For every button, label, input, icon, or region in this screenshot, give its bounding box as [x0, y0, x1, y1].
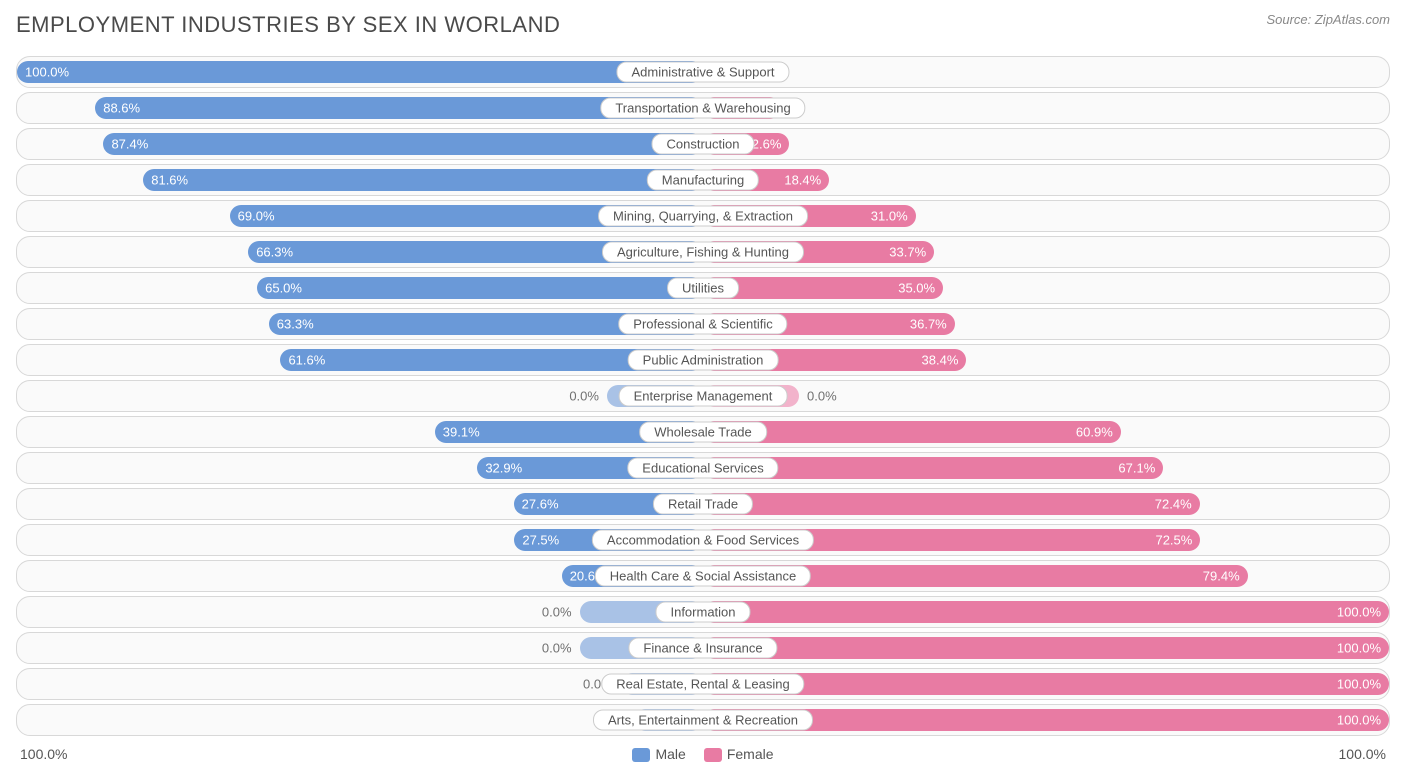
male-bar: 65.0% — [257, 277, 703, 299]
category-label: Agriculture, Fishing & Hunting — [602, 242, 804, 263]
male-pct-label: 27.6% — [522, 497, 559, 512]
category-label: Real Estate, Rental & Leasing — [601, 674, 804, 695]
male-pct-label: 63.3% — [277, 317, 314, 332]
male-bar: 100.0% — [17, 61, 703, 83]
chart-row: 66.3% 33.7% Agriculture, Fishing & Hunting — [16, 236, 1390, 268]
male-pct-label: 88.6% — [103, 101, 140, 116]
female-pct-label: 35.0% — [898, 281, 935, 296]
male-bar: 87.4% — [103, 133, 703, 155]
chart-row: 81.6% 18.4% Manufacturing — [16, 164, 1390, 196]
male-swatch-icon — [632, 748, 650, 762]
category-label: Transportation & Warehousing — [600, 98, 805, 119]
source-attribution: Source: ZipAtlas.com — [1266, 12, 1390, 27]
category-label: Utilities — [667, 278, 739, 299]
chart-row: 27.5% 72.5% Accommodation & Food Services — [16, 524, 1390, 556]
category-label: Retail Trade — [653, 494, 753, 515]
male-pct-label: 39.1% — [443, 425, 480, 440]
chart-row: 88.6%11.4%Transportation & Warehousing — [16, 92, 1390, 124]
category-label: Arts, Entertainment & Recreation — [593, 710, 813, 731]
category-label: Enterprise Management — [619, 386, 788, 407]
category-label: Wholesale Trade — [639, 422, 767, 443]
chart-row: 20.6%79.4%Health Care & Social Assistanc… — [16, 560, 1390, 592]
category-label: Health Care & Social Assistance — [595, 566, 811, 587]
male-pct-label: 61.6% — [288, 353, 325, 368]
chart-row: 61.6% 38.4% Public Administration — [16, 344, 1390, 376]
female-pct-label: 79.4% — [1203, 569, 1240, 584]
category-label: Administrative & Support — [616, 62, 789, 83]
female-pct-label: 36.7% — [910, 317, 947, 332]
male-pct-label: 81.6% — [151, 173, 188, 188]
female-pct-label: 33.7% — [889, 245, 926, 260]
axis-left-label: 100.0% — [20, 746, 67, 762]
chart-row: 100.0%0.0%Administrative & Support — [16, 56, 1390, 88]
legend-female: Female — [704, 746, 774, 762]
female-pct-label: 67.1% — [1118, 461, 1155, 476]
diverging-bar-chart: 100.0%0.0%Administrative & Support88.6%1… — [16, 56, 1390, 736]
legend-female-label: Female — [727, 746, 774, 762]
male-pct-label: 0.0% — [569, 389, 599, 404]
female-pct-label: 72.4% — [1155, 497, 1192, 512]
female-bar: 100.0% — [703, 601, 1389, 623]
x-axis: 100.0% Male Female 100.0% — [16, 740, 1390, 762]
chart-row: 0.0% 0.0% Enterprise Management — [16, 380, 1390, 412]
female-pct-label: 31.0% — [871, 209, 908, 224]
female-pct-label: 38.4% — [922, 353, 959, 368]
legend-male-label: Male — [655, 746, 685, 762]
legend-male: Male — [632, 746, 685, 762]
female-pct-label: 60.9% — [1076, 425, 1113, 440]
category-label: Professional & Scientific — [618, 314, 787, 335]
male-pct-label: 100.0% — [25, 65, 69, 80]
female-pct-label: 100.0% — [1337, 605, 1381, 620]
male-pct-label: 69.0% — [238, 209, 275, 224]
category-label: Information — [655, 602, 750, 623]
female-pct-label: 100.0% — [1337, 713, 1381, 728]
category-label: Manufacturing — [647, 170, 759, 191]
female-pct-label: 18.4% — [784, 173, 821, 188]
category-label: Construction — [652, 134, 755, 155]
male-pct-label: 65.0% — [265, 281, 302, 296]
chart-row: 69.0% 31.0% Mining, Quarrying, & Extractio… — [16, 200, 1390, 232]
female-bar: 100.0% — [703, 637, 1389, 659]
male-pct-label: 0.0% — [542, 641, 572, 656]
male-pct-label: 87.4% — [111, 137, 148, 152]
category-label: Public Administration — [628, 350, 779, 371]
chart-title: EMPLOYMENT INDUSTRIES BY SEX IN WORLAND — [16, 12, 560, 38]
female-pct-label: 100.0% — [1337, 677, 1381, 692]
chart-row: 27.6% 72.4% Retail Trade — [16, 488, 1390, 520]
chart-row: 32.9% 67.1% Educational Services — [16, 452, 1390, 484]
axis-right-label: 100.0% — [1339, 746, 1386, 762]
chart-row: 65.0% 35.0% Utilities — [16, 272, 1390, 304]
female-bar: 72.4% — [703, 493, 1200, 515]
chart-row: 0.0%100.0%Arts, Entertainment & Recreati… — [16, 704, 1390, 736]
male-pct-label: 32.9% — [485, 461, 522, 476]
female-bar: 35.0% — [703, 277, 943, 299]
female-bar: 100.0% — [703, 673, 1389, 695]
category-label: Accommodation & Food Services — [592, 530, 814, 551]
male-pct-label: 66.3% — [256, 245, 293, 260]
category-label: Educational Services — [627, 458, 778, 479]
legend: Male Female — [632, 746, 773, 762]
chart-row: 0.0% 100.0% Finance & Insurance — [16, 632, 1390, 664]
female-swatch-icon — [704, 748, 722, 762]
chart-row: 0.0% 100.0% Information — [16, 596, 1390, 628]
female-pct-label: 0.0% — [807, 389, 837, 404]
male-pct-label: 0.0% — [542, 605, 572, 620]
female-pct-label: 100.0% — [1337, 641, 1381, 656]
male-pct-label: 27.5% — [522, 533, 559, 548]
category-label: Finance & Insurance — [628, 638, 777, 659]
chart-row: 87.4%12.6%Construction — [16, 128, 1390, 160]
chart-row: 63.3% 36.7% Professional & Scientific — [16, 308, 1390, 340]
chart-row: 0.0%100.0%Real Estate, Rental & Leasing — [16, 668, 1390, 700]
category-label: Mining, Quarrying, & Extraction — [598, 206, 808, 227]
female-pct-label: 72.5% — [1155, 533, 1192, 548]
chart-row: 39.1% 60.9% Wholesale Trade — [16, 416, 1390, 448]
male-bar: 81.6% — [143, 169, 703, 191]
